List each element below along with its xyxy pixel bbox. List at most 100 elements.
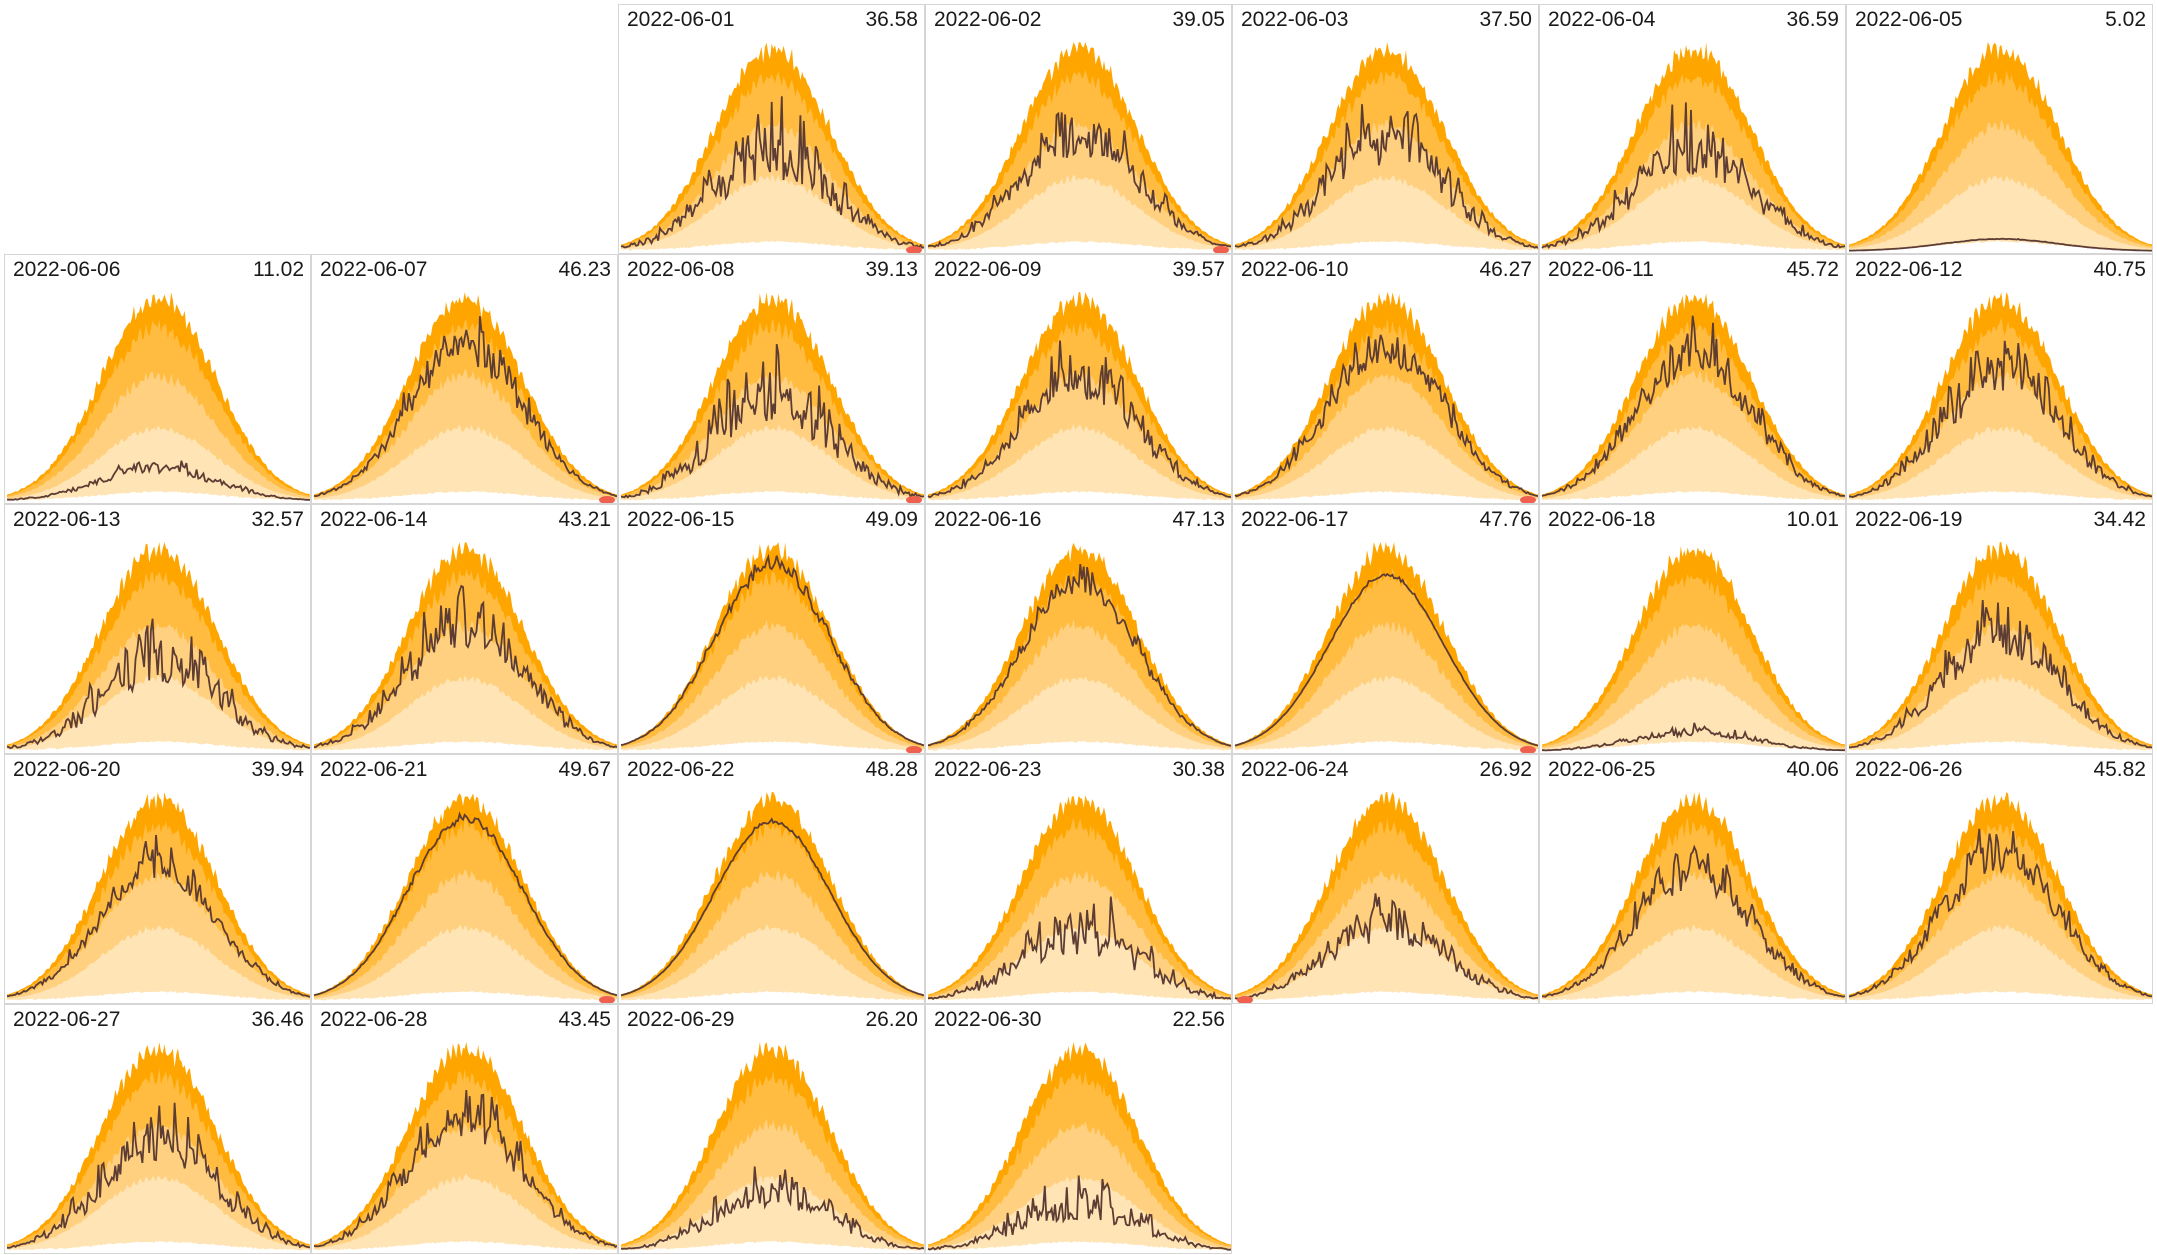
day-date-label: 2022-06-12 — [1855, 258, 1963, 281]
day-panel: 2022-06-14 43.21 — [311, 504, 618, 754]
band-p10 — [928, 991, 1231, 1001]
day-date-label: 2022-06-04 — [1548, 8, 1656, 31]
day-total-label: 37.50 — [1479, 8, 1532, 31]
day-total-label: 36.46 — [251, 1008, 304, 1031]
day-panel: 2022-06-05 5.02 — [1846, 4, 2153, 254]
day-date-label: 2022-06-27 — [13, 1008, 121, 1031]
band-p10 — [314, 991, 617, 1001]
actual-line — [620, 817, 924, 997]
day-panel: 2022-06-09 39.57 — [925, 254, 1232, 504]
day-chart — [927, 42, 1231, 253]
day-panel: 2022-06-24 26.92 — [1232, 754, 1539, 1004]
day-chart — [6, 542, 310, 751]
day-date-label: 2022-06-26 — [1855, 758, 1963, 781]
day-chart — [1541, 792, 1845, 1001]
day-total-label: 40.75 — [2093, 258, 2146, 281]
day-total-label: 40.06 — [1786, 758, 1839, 781]
band-p10 — [314, 491, 617, 501]
actual-line — [927, 564, 1231, 747]
day-total-label: 43.45 — [558, 1008, 611, 1031]
actual-line — [620, 553, 924, 747]
day-date-label: 2022-06-13 — [13, 508, 121, 531]
band-p25 — [1235, 675, 1538, 751]
day-total-label: 49.09 — [865, 508, 918, 531]
band-p10 — [1542, 741, 1845, 751]
day-total-label: 36.59 — [1786, 8, 1839, 31]
alert-marker — [1213, 246, 1229, 253]
day-panel: 2022-06-10 46.27 — [1232, 254, 1539, 504]
day-total-label: 45.72 — [1786, 258, 1839, 281]
day-panel: 2022-06-23 30.38 — [925, 754, 1232, 1004]
day-panel: 2022-06-20 39.94 — [4, 754, 311, 1004]
day-panel: 2022-06-18 10.01 — [1539, 504, 1846, 754]
actual-line — [1234, 334, 1538, 498]
band-p25 — [1849, 426, 2152, 501]
day-date-label: 2022-06-02 — [934, 8, 1042, 31]
day-chart — [927, 292, 1231, 501]
actual-line — [6, 618, 310, 750]
band-p25 — [7, 426, 310, 501]
alert-marker — [1520, 496, 1536, 503]
actual-line — [1848, 828, 2152, 998]
day-total-label: 39.13 — [865, 258, 918, 281]
day-total-label: 30.38 — [1172, 758, 1225, 781]
day-chart — [1234, 542, 1538, 753]
band-p10 — [928, 740, 1231, 751]
band-p10 — [7, 741, 310, 751]
day-total-label: 5.02 — [2105, 8, 2146, 31]
actual-line — [1234, 893, 1538, 1000]
band-p25 — [314, 675, 617, 751]
day-panel: 2022-06-19 34.42 — [1846, 504, 2153, 754]
band-p25 — [314, 924, 617, 1001]
actual-line — [1848, 340, 2152, 498]
band-p25 — [928, 676, 1231, 751]
day-date-label: 2022-06-24 — [1241, 758, 1349, 781]
day-date-label: 2022-06-21 — [320, 758, 428, 781]
day-chart — [927, 1042, 1231, 1251]
day-panel: 2022-06-06 11.02 — [4, 254, 311, 504]
band-p10 — [621, 240, 924, 251]
actual-line — [928, 896, 1231, 1001]
band-p25 — [1849, 674, 2152, 751]
actual-line — [927, 111, 1231, 248]
day-chart — [620, 292, 924, 503]
day-panel: 2022-06-07 46.23 — [311, 254, 618, 504]
actual-line — [1542, 722, 1845, 752]
actual-line — [1849, 600, 2152, 749]
actual-line — [313, 811, 617, 997]
alert-marker — [906, 746, 922, 753]
day-chart — [6, 1042, 310, 1251]
day-date-label: 2022-06-22 — [627, 758, 735, 781]
band-p25 — [1542, 925, 1845, 1001]
day-chart — [1849, 42, 2152, 252]
day-date-label: 2022-06-11 — [1548, 258, 1654, 281]
day-total-label: 32.57 — [251, 508, 304, 531]
band-p10 — [7, 991, 310, 1001]
day-date-label: 2022-06-06 — [13, 258, 121, 281]
day-chart — [1849, 542, 2152, 751]
actual-line — [313, 584, 617, 749]
alert-marker — [599, 496, 615, 503]
day-date-label: 2022-06-05 — [1855, 8, 1963, 31]
band-p10 — [1235, 991, 1538, 1001]
day-date-label: 2022-06-09 — [934, 258, 1042, 281]
day-date-label: 2022-06-18 — [1548, 508, 1656, 531]
actual-line — [6, 834, 310, 998]
day-total-label: 47.13 — [1172, 508, 1225, 531]
day-total-label: 22.56 — [1172, 1008, 1225, 1031]
alert-marker — [906, 496, 922, 503]
day-panel: 2022-06-04 36.59 — [1539, 4, 1846, 254]
band-p10 — [1849, 741, 2152, 751]
day-total-label: 10.01 — [1786, 508, 1839, 531]
band-p10 — [1235, 491, 1538, 501]
day-total-label: 26.20 — [865, 1008, 918, 1031]
alert-marker — [1520, 746, 1536, 753]
day-date-label: 2022-06-30 — [934, 1008, 1042, 1031]
day-total-label: 49.67 — [558, 758, 611, 781]
day-panel: 2022-06-25 40.06 — [1539, 754, 1846, 1004]
alert-marker — [906, 246, 922, 253]
band-p25 — [1235, 174, 1538, 251]
band-p10 — [314, 1241, 617, 1251]
day-panel: 2022-06-15 49.09 — [618, 504, 925, 754]
